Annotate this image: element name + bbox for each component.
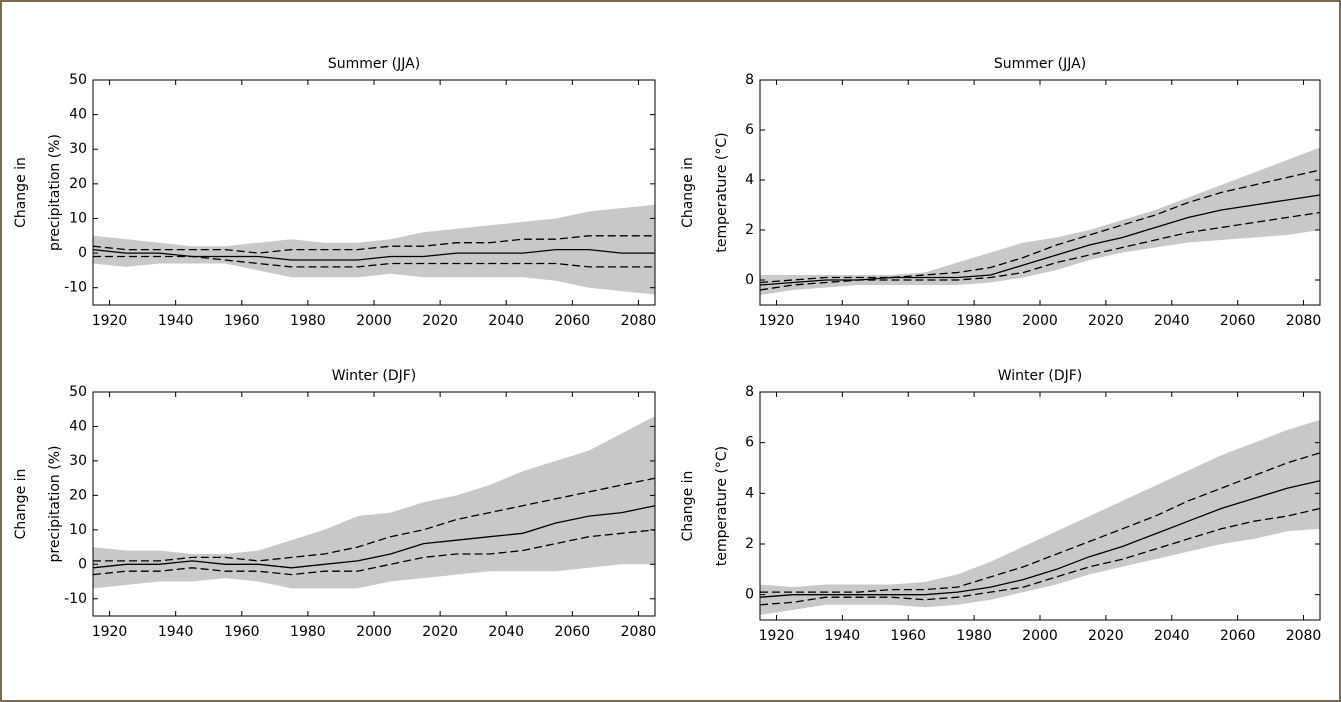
- x-tick-label: 1940: [158, 624, 194, 640]
- x-tick-label: 1920: [759, 628, 795, 644]
- x-tick-label: 1920: [759, 313, 795, 329]
- y-tick-label: 6: [745, 435, 754, 451]
- x-tick-label: 2040: [1154, 313, 1190, 329]
- x-tick-label: 1960: [890, 628, 926, 644]
- dashed-line: [93, 255, 655, 268]
- x-tick-label: 2060: [1220, 628, 1256, 644]
- y-tick-label: 20: [69, 487, 87, 503]
- subplot-title: Winter (DJF): [332, 368, 417, 384]
- y-tick-label: 30: [69, 453, 87, 469]
- dashed-line: [759, 507, 1321, 606]
- y-tick-label: 8: [745, 384, 754, 400]
- x-tick-label: 1980: [956, 313, 992, 329]
- y-axis-label: temperature (°C): [714, 446, 730, 566]
- y-tick-label: 40: [69, 107, 87, 123]
- y-axis-label: Change in: [13, 157, 29, 228]
- y-tick-label: 40: [69, 418, 87, 434]
- y-tick-label: 2: [745, 536, 754, 552]
- y-axis-label: Change in: [13, 469, 29, 540]
- x-tick-label: 1920: [92, 313, 128, 329]
- subplot: -10 0 10 20 30 40 50 1920 1940 1960 1980 2000 2020 20…: [13, 56, 656, 329]
- median-line: [92, 505, 656, 569]
- x-tick-label: 2060: [555, 313, 591, 329]
- x-tick-label: 1940: [825, 313, 861, 329]
- x-tick-label: 2020: [1088, 628, 1124, 644]
- x-tick-label: 2020: [422, 313, 458, 329]
- subplot: 0 2 4 6 8 1920 1940 1960 1980 2000 2020 2040 2060 208…: [680, 56, 1321, 329]
- median-line: [759, 480, 1321, 598]
- subplot-title: Summer (JJA): [328, 56, 420, 72]
- x-tick-label: 1980: [290, 624, 326, 640]
- y-tick-label: 10: [69, 522, 87, 538]
- x-tick-label: 2040: [488, 313, 524, 329]
- dashed-line: [92, 235, 655, 254]
- y-tick-label: -10: [64, 591, 87, 607]
- x-tick-label: 2080: [621, 313, 657, 329]
- y-tick-label: 4: [745, 485, 754, 501]
- x-tick-label: 2060: [555, 624, 591, 640]
- x-tick-label: 1980: [290, 313, 326, 329]
- dashed-line: [760, 452, 1321, 593]
- y-tick-label: 10: [69, 210, 87, 226]
- dashed-line: [92, 529, 656, 576]
- y-axis-label: Change in: [680, 157, 696, 228]
- median-line: [759, 194, 1321, 286]
- y-tick-label: 8: [745, 72, 754, 88]
- y-axis-label: precipitation (%): [47, 446, 63, 563]
- y-tick-label: -10: [64, 280, 87, 296]
- median-line: [92, 248, 655, 261]
- uncertainty-band: [93, 416, 655, 589]
- dashed-line: [759, 169, 1321, 284]
- y-tick-label: 30: [69, 141, 87, 157]
- x-tick-label: 2000: [356, 624, 392, 640]
- subplot-title: Summer (JJA): [994, 56, 1086, 72]
- uncertainty-band: [760, 147, 1320, 295]
- y-tick-label: 50: [69, 384, 87, 400]
- x-tick-label: 1980: [956, 628, 992, 644]
- subplot: -10 0 10 20 30 40 50 1920 1940 1960 1980 2000 2020 20…: [13, 368, 656, 640]
- y-tick-label: 50: [69, 72, 87, 88]
- dashed-line: [93, 477, 656, 562]
- y-tick-label: 0: [745, 587, 754, 603]
- y-tick-label: 20: [69, 176, 87, 192]
- x-tick-label: 2040: [488, 624, 524, 640]
- y-axis-label: Change in: [680, 471, 696, 542]
- uncertainty-band: [93, 204, 655, 295]
- y-tick-label: 0: [78, 556, 87, 572]
- x-tick-label: 2000: [356, 313, 392, 329]
- subplot-title: Winter (DJF): [998, 368, 1083, 384]
- subplot: 0 2 4 6 8 1920 1940 1960 1980 2000 2020 2040 2060 208…: [680, 368, 1321, 644]
- y-tick-label: 6: [745, 122, 754, 138]
- x-tick-label: 2020: [1088, 313, 1124, 329]
- x-tick-label: 2040: [1154, 628, 1190, 644]
- y-axis-label: precipitation (%): [47, 134, 63, 251]
- y-tick-label: 2: [745, 222, 754, 238]
- x-tick-label: 2000: [1022, 313, 1058, 329]
- x-tick-label: 2000: [1022, 628, 1058, 644]
- x-tick-label: 1940: [158, 313, 194, 329]
- uncertainty-band: [760, 419, 1320, 615]
- x-tick-label: 1940: [825, 628, 861, 644]
- x-tick-label: 2080: [1286, 628, 1322, 644]
- y-tick-label: 0: [745, 272, 754, 288]
- dashed-line: [759, 211, 1321, 291]
- x-tick-label: 1920: [92, 624, 128, 640]
- x-tick-label: 2020: [422, 624, 458, 640]
- x-tick-label: 1960: [224, 624, 260, 640]
- x-tick-label: 1960: [890, 313, 926, 329]
- y-tick-label: 0: [78, 245, 87, 261]
- x-tick-label: 2080: [621, 624, 657, 640]
- x-tick-label: 2080: [1286, 313, 1322, 329]
- x-tick-label: 2060: [1220, 313, 1256, 329]
- y-axis-label: temperature (°C): [714, 132, 730, 252]
- x-tick-label: 1960: [224, 313, 260, 329]
- y-tick-label: 4: [745, 172, 754, 188]
